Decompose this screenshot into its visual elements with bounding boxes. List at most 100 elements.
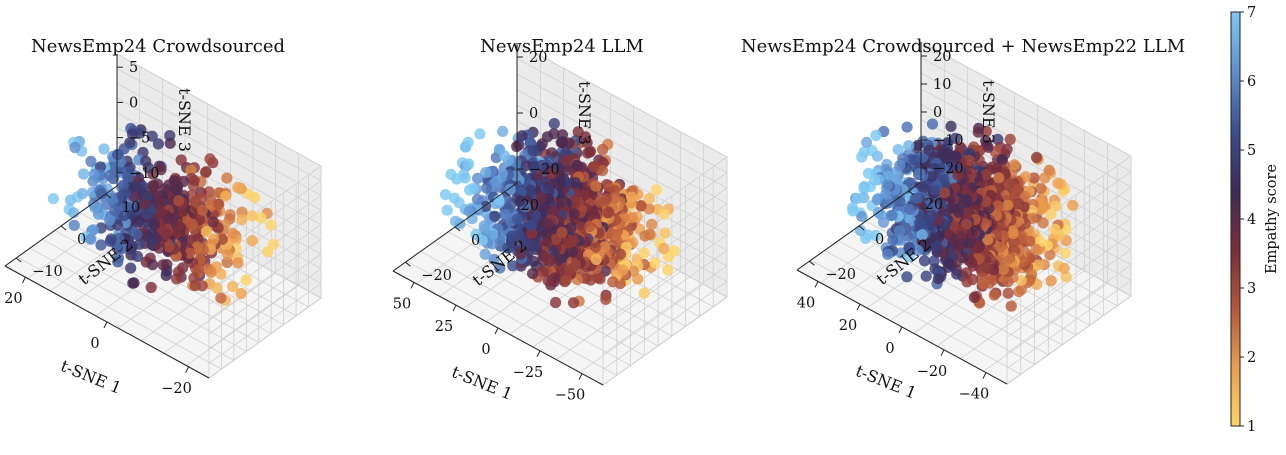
- scatter-point: [895, 234, 907, 246]
- scatter-point: [511, 213, 523, 225]
- scatter-point: [914, 167, 926, 179]
- x-tick: [103, 321, 108, 329]
- panel-title: NewsEmp24 LLM: [480, 36, 644, 57]
- grid-line: [602, 250, 728, 339]
- grid-line: [602, 296, 728, 386]
- scatter-point: [215, 292, 227, 304]
- scatter-point: [939, 187, 951, 199]
- scatter-point: [602, 207, 614, 219]
- scatter-point: [993, 172, 1005, 184]
- scatter-point: [85, 233, 97, 245]
- z-tick-label: 10: [933, 77, 951, 93]
- scatter-point: [568, 198, 580, 210]
- scatter-point: [662, 264, 674, 276]
- scatter-point: [542, 253, 554, 265]
- scatter-point: [476, 234, 488, 246]
- scatter-point: [926, 118, 939, 130]
- scatter-point: [47, 193, 60, 205]
- scatter-point: [914, 217, 926, 229]
- scatter-point: [953, 206, 965, 218]
- scatter-point: [88, 168, 100, 180]
- scatter-point: [189, 195, 201, 207]
- grid-line: [208, 297, 322, 379]
- scatter-point: [527, 268, 539, 280]
- scatter-point: [98, 143, 110, 155]
- grid-line: [516, 42, 728, 158]
- scatter-point: [1031, 151, 1043, 164]
- scatter-point: [635, 200, 647, 212]
- scatter-point: [528, 239, 541, 251]
- x-tick: [898, 326, 903, 334]
- scatter-point: [192, 263, 204, 275]
- scatter-point: [232, 181, 244, 193]
- scatter-point: [590, 180, 602, 192]
- y-tick: [454, 226, 461, 232]
- scatter-point: [572, 126, 584, 138]
- scatter-point: [929, 184, 941, 196]
- grid-line: [824, 250, 1035, 365]
- grid-line: [960, 270, 1085, 359]
- scatter-point: [132, 216, 144, 228]
- scatter-point: [855, 225, 867, 237]
- scatter-point: [658, 242, 670, 255]
- scatter-point: [525, 219, 537, 231]
- scatter-point: [571, 159, 583, 171]
- scatter-point: [64, 194, 77, 206]
- scatter-point: [1011, 184, 1023, 196]
- scatter-point: [862, 167, 875, 179]
- scatter-point: [996, 153, 1008, 165]
- y-tick: [858, 225, 865, 231]
- scatter-point: [550, 296, 562, 309]
- x-tick: [21, 276, 26, 284]
- z-tick-label: 5: [129, 60, 138, 76]
- scatter-point: [616, 264, 629, 276]
- scatter-point: [882, 170, 894, 182]
- scatter-point: [1067, 199, 1079, 211]
- scatter-point: [901, 121, 913, 133]
- scatter-point: [504, 183, 516, 195]
- scatter-point: [894, 225, 906, 237]
- scatter-point: [262, 246, 274, 258]
- scatter-point: [569, 177, 581, 189]
- scatter-point: [185, 164, 197, 176]
- scatter-point: [923, 144, 935, 156]
- scatter-point: [880, 188, 892, 200]
- grid-line: [29, 247, 235, 361]
- scatter-point: [227, 281, 239, 293]
- scatter-point: [638, 247, 650, 259]
- grid-line: [116, 68, 322, 182]
- grid-line: [516, 89, 728, 205]
- scatter-point: [885, 210, 897, 222]
- scatter-point: [977, 278, 989, 290]
- x-tick-label: 0: [481, 342, 490, 358]
- scatter-point: [960, 218, 973, 230]
- grid-line: [434, 241, 645, 357]
- scatter-point: [556, 226, 568, 238]
- scatter-point: [980, 135, 992, 147]
- scatter-point: [125, 262, 137, 274]
- scatter-point: [236, 213, 248, 226]
- scatter-point: [235, 287, 247, 300]
- scatter-point: [163, 241, 175, 253]
- y-tick-label: 10: [122, 200, 140, 216]
- scatter-point: [856, 211, 868, 223]
- scatter-point: [155, 206, 167, 218]
- scatter-point: [965, 256, 978, 269]
- scatter-point: [980, 196, 992, 208]
- scatter-point: [131, 250, 144, 262]
- x-tick-label: −20: [161, 381, 192, 397]
- scatter-point: [1024, 235, 1036, 247]
- y-tick: [908, 190, 914, 196]
- grid-line: [602, 281, 728, 370]
- scatter-point: [494, 262, 506, 274]
- scatter-point: [220, 190, 232, 202]
- scatter-point: [152, 138, 164, 150]
- z-tick-label: 20: [933, 49, 951, 65]
- scatter-point: [918, 182, 930, 194]
- scatter-point: [877, 216, 890, 228]
- x-tick-label: 20: [4, 291, 22, 307]
- scatter-point: [1049, 223, 1061, 235]
- scatter-point: [126, 128, 139, 140]
- y-tick-label: 0: [875, 232, 884, 248]
